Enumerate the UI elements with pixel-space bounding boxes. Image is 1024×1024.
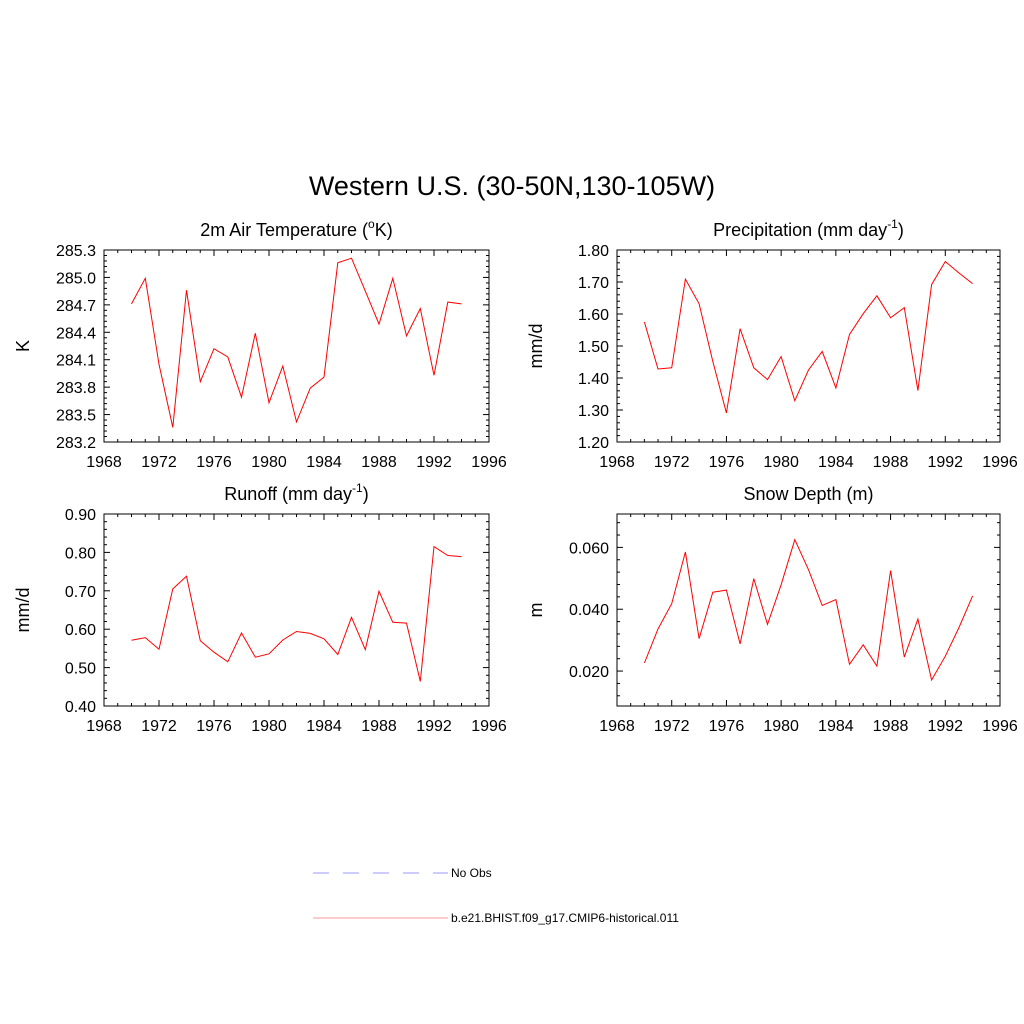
snow-depth-x-tick-label: 1988 (873, 718, 909, 735)
runoff-x-tick-label: 1988 (361, 718, 397, 735)
precipitation-x-tick-label: 1968 (599, 454, 635, 471)
runoff-y-tick-label: 0.40 (65, 699, 96, 716)
precipitation-x-tick-label: 1992 (927, 454, 963, 471)
precipitation-y-tick-label: 1.40 (578, 371, 609, 388)
snow-depth-series-line (643, 538, 974, 682)
runoff-x-tick-label: 1984 (306, 718, 342, 735)
temperature-plot-frame (103, 249, 490, 443)
snow-depth-x-tick-label: 1976 (709, 718, 745, 735)
temperature-x-tick-label: 1992 (416, 454, 452, 471)
temperature-y-tick-label: 283.5 (56, 408, 96, 425)
precipitation-y-tick-label: 1.70 (578, 275, 609, 292)
runoff-x-tick-label: 1992 (416, 718, 452, 735)
precipitation-x-tick-label: 1988 (873, 454, 909, 471)
runoff-y-axis-label: mm/d (13, 588, 33, 633)
runoff-plot-frame (103, 513, 490, 707)
runoff-x-tick-label: 1976 (196, 718, 232, 735)
precipitation-series-line (643, 260, 973, 414)
temperature-panel-title: 2m Air Temperature (oK) (200, 217, 392, 240)
precipitation-plot-frame (616, 249, 1001, 443)
temperature-y-tick-label: 285.3 (56, 243, 96, 260)
temperature-x-tick-label: 1976 (196, 454, 232, 471)
precipitation-y-tick-label: 1.60 (578, 307, 609, 324)
snow-depth-y-tick-label: 0.060 (569, 540, 609, 557)
runoff-x-tick-label: 1980 (251, 718, 287, 735)
temperature-x-tick-label: 1984 (306, 454, 342, 471)
snow-depth-y-tick-label: 0.020 (569, 664, 609, 681)
snow-depth-x-tick-label: 1968 (599, 718, 635, 735)
runoff-y-tick-label: 0.90 (65, 507, 96, 524)
snow-depth-panel-title: Snow Depth (m) (743, 484, 873, 504)
temperature-y-tick-label: 284.1 (56, 353, 96, 370)
precipitation-y-tick-label: 1.50 (578, 339, 609, 356)
legend-label-model: b.e21.BHIST.f09_g17.CMIP6-historical.011 (451, 911, 679, 925)
snow-depth-x-tick-label: 1980 (763, 718, 799, 735)
temperature-x-tick-label: 1996 (471, 454, 507, 471)
panel-temperature: 1968 1972 1976 1980 1984 1988 1992 1996 283.2 283… (13, 217, 507, 471)
temperature-y-tick-label: 284.7 (56, 298, 96, 315)
snow-depth-y-axis-label: m (526, 603, 546, 618)
precipitation-x-tick-label: 1976 (709, 454, 745, 471)
temperature-y-axis-label: K (13, 340, 33, 352)
precipitation-panel-title: Precipitation (mm day-1) (713, 217, 904, 240)
temperature-x-tick-label: 1972 (141, 454, 177, 471)
precipitation-y-tick-label: 1.30 (578, 403, 609, 420)
runoff-y-tick-label: 0.60 (65, 622, 96, 639)
precipitation-x-tick-label: 1984 (818, 454, 854, 471)
temperature-series-line (131, 257, 462, 428)
legend-label-no-obs: No Obs (451, 866, 492, 880)
legend-item-no-obs: No Obs (313, 866, 492, 880)
temperature-y-tick-label: 283.8 (56, 380, 96, 397)
temperature-y-tick-label: 285.0 (56, 270, 96, 287)
snow-depth-x-tick-label: 1992 (927, 718, 963, 735)
runoff-y-tick-label: 0.50 (65, 661, 96, 678)
precipitation-y-tick-label: 1.80 (578, 243, 609, 260)
temperature-y-tick-label: 284.4 (56, 325, 96, 342)
legend-item-model: b.e21.BHIST.f09_g17.CMIP6-historical.011 (313, 911, 679, 925)
precipitation-x-tick-label: 1972 (654, 454, 690, 471)
snow-depth-x-tick-label: 1984 (818, 718, 854, 735)
runoff-y-tick-label: 0.70 (65, 584, 96, 601)
legend: No Obs b.e21.BHIST.f09_g17.CMIP6-histori… (313, 866, 679, 925)
temperature-x-tick-label: 1988 (361, 454, 397, 471)
temperature-x-tick-label: 1980 (251, 454, 287, 471)
runoff-panel-title: Runoff (mm day-1) (224, 481, 368, 504)
runoff-x-tick-label: 1996 (471, 718, 507, 735)
runoff-y-tick-label: 0.80 (65, 545, 96, 562)
panel-precipitation: 1968 1972 1976 1980 1984 1988 1992 1996 1.20 1.30… (526, 217, 1018, 471)
temperature-y-tick-label: 283.2 (56, 435, 96, 452)
precipitation-x-tick-label: 1996 (982, 454, 1018, 471)
panel-runoff: 1968 1972 1976 1980 1984 1988 1992 1996 0.40 0.50… (13, 481, 507, 735)
precipitation-y-tick-label: 1.20 (578, 435, 609, 452)
runoff-x-tick-label: 1968 (86, 718, 122, 735)
snow-depth-x-tick-label: 1996 (982, 718, 1018, 735)
runoff-x-tick-label: 1972 (141, 718, 177, 735)
precipitation-y-axis-label: mm/d (526, 324, 546, 369)
runoff-series-line (131, 545, 462, 682)
panel-snow-depth: 1968 1972 1976 1980 1984 1988 1992 1996 0.020 0.0… (526, 484, 1018, 735)
snow-depth-x-tick-label: 1972 (654, 718, 690, 735)
snow-depth-y-tick-label: 0.040 (569, 602, 609, 619)
figure-title: Western U.S. (30-50N,130-105W) (309, 171, 715, 201)
precipitation-x-tick-label: 1980 (763, 454, 799, 471)
snow-depth-plot-frame (616, 513, 1001, 707)
temperature-x-tick-label: 1968 (86, 454, 122, 471)
